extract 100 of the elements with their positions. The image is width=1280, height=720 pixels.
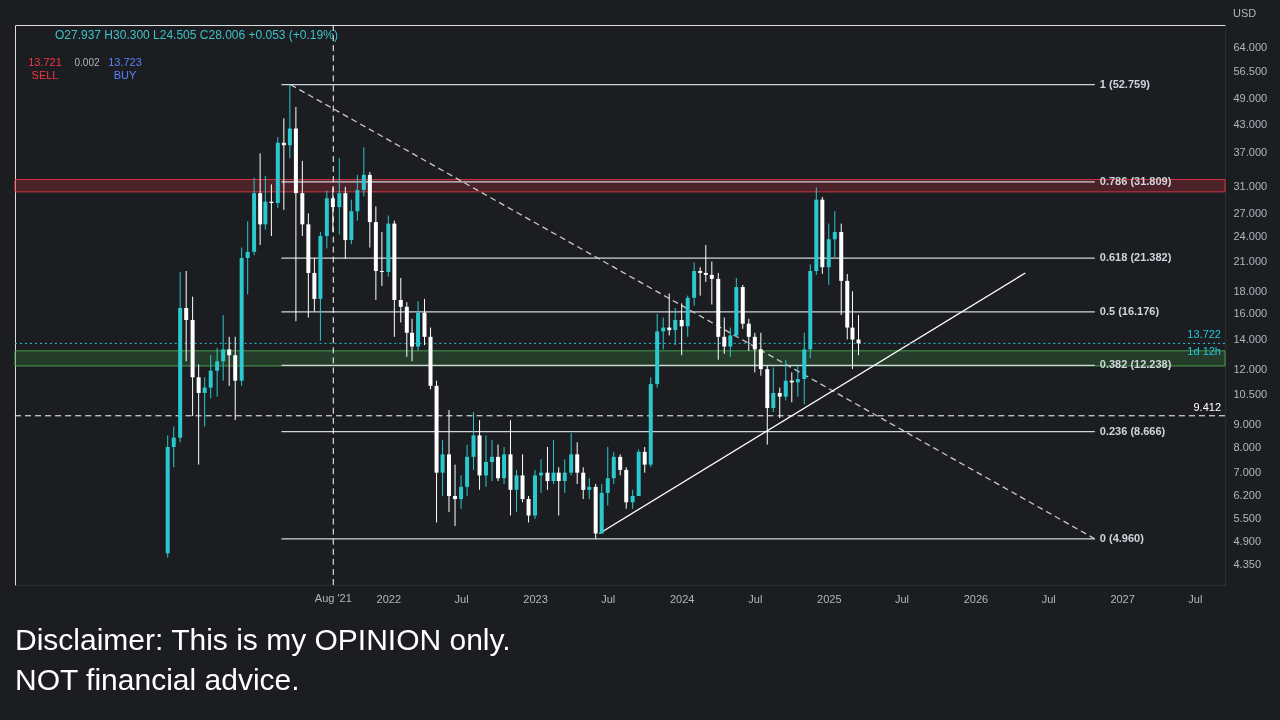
y-tick-label: 16.000	[1233, 307, 1268, 320]
candlestick	[611, 451, 616, 485]
candlestick	[208, 354, 213, 399]
candlestick	[379, 231, 384, 287]
x-tick-label: Jul	[454, 592, 469, 605]
candlestick	[227, 336, 232, 387]
candlestick	[569, 432, 574, 476]
candlestick	[184, 270, 189, 362]
y-tick-label: 24.000	[1233, 229, 1268, 242]
candlestick	[287, 84, 292, 159]
candlestick	[490, 439, 495, 482]
candlestick	[709, 261, 714, 306]
series-label: 1 (52.759)	[1099, 77, 1151, 90]
candlestick	[771, 367, 776, 413]
ref-line-label: 13.722	[1187, 328, 1221, 341]
candlestick	[630, 489, 635, 510]
candlestick	[355, 174, 360, 222]
candlestick	[581, 466, 586, 500]
x-tick-label: Jul	[748, 592, 763, 605]
y-tick-label: 49.000	[1233, 92, 1268, 105]
y-tick-label: 4.350	[1233, 557, 1262, 570]
candlestick	[728, 327, 733, 358]
y-tick-label: 37.000	[1233, 146, 1268, 159]
x-tick-label: Jul	[1041, 592, 1056, 605]
candlestick	[453, 464, 458, 527]
candlestick	[746, 318, 751, 352]
candlestick	[440, 439, 445, 497]
candlestick	[514, 469, 519, 513]
candlestick	[832, 210, 837, 258]
x-tick-label: 2027	[1110, 592, 1135, 605]
x-tick-label: 2024	[669, 592, 695, 605]
candlestick	[202, 376, 207, 428]
x-tick-label: 2022	[376, 592, 402, 605]
y-tick-label: 9.000	[1233, 417, 1262, 430]
y-tick-label: 18.000	[1233, 284, 1268, 297]
series-label: 0.618 (21.382)	[1099, 251, 1172, 264]
candlestick	[215, 347, 220, 398]
annotation: O27.937 H30.300 L24.505 C28.006 +0.053 (+0.19%)	[55, 28, 338, 42]
candlestick	[483, 434, 488, 488]
candlestick	[698, 266, 703, 297]
candlestick	[520, 453, 525, 503]
candlestick	[361, 146, 366, 197]
candlestick	[642, 446, 647, 474]
y-tick-label: 64.000	[1233, 41, 1268, 54]
x-tick-label: Jul	[1188, 592, 1203, 605]
y-tick-label: 8.000	[1233, 440, 1262, 453]
candlestick	[502, 446, 507, 485]
candlestick	[605, 446, 610, 506]
ref-line-label: 9.412	[1193, 400, 1221, 413]
candlestick	[526, 495, 531, 523]
series-label: 0.5 (16.176)	[1099, 304, 1160, 317]
y-tick-label: 21.000	[1233, 255, 1268, 268]
y-tick-label: 6.200	[1233, 489, 1262, 502]
candlestick	[556, 466, 561, 517]
y-axis-title: USD	[1233, 7, 1257, 19]
candlestick	[496, 444, 501, 482]
y-tick-label: 5.500	[1233, 512, 1262, 525]
candlestick	[587, 477, 592, 500]
candlestick	[618, 453, 623, 476]
candlestick	[850, 290, 855, 370]
candlestick	[722, 317, 727, 355]
candlestick	[545, 446, 550, 491]
y-tick-label: 56.500	[1233, 65, 1268, 78]
candlestick	[679, 302, 684, 356]
annotation: 13.721 SELL	[28, 56, 62, 81]
x-tick-label: Jul	[601, 592, 616, 605]
ref-line-label: Aug '21	[314, 592, 352, 604]
candlestick	[459, 474, 464, 510]
x-tick-label: 2023	[523, 592, 548, 605]
y-tick-label: 7.000	[1233, 466, 1262, 479]
y-tick-label: 31.000	[1233, 180, 1268, 193]
annotation: 1d 12h	[1187, 345, 1221, 358]
candlestick	[410, 318, 415, 362]
x-tick-label: Jul	[894, 592, 910, 605]
candlestick	[575, 441, 580, 485]
series-label: 0 (4.960)	[1099, 531, 1145, 544]
candlestick	[703, 244, 708, 283]
text: NOT financial advice.	[15, 663, 300, 696]
series-label: 0.382 (12.238)	[1099, 358, 1172, 371]
annotation: 13.723 BUY	[108, 56, 142, 81]
candlestick	[783, 359, 788, 401]
y-tick-label: 12.000	[1233, 362, 1268, 375]
candlestick	[758, 332, 763, 377]
y-tick-label: 27.000	[1233, 206, 1268, 219]
annotation: 0.002	[74, 57, 100, 68]
y-tick-label: 14.000	[1233, 333, 1268, 346]
x-tick-label: 2026	[963, 592, 989, 605]
y-tick-label: 10.500	[1233, 388, 1268, 401]
text: Disclaimer: This is my OPINION only.	[15, 623, 511, 656]
x-tick-label: 2025	[817, 592, 842, 605]
candlestick	[398, 277, 403, 323]
candlestick	[263, 175, 268, 231]
candlestick	[171, 426, 176, 468]
candlestick	[245, 220, 250, 295]
candlestick	[752, 332, 757, 373]
candlestick	[551, 439, 556, 485]
candlestick	[562, 458, 567, 494]
y-tick-label: 4.900	[1233, 534, 1262, 547]
candlestick	[337, 157, 342, 235]
series-label: 0.236 (8.666)	[1099, 424, 1166, 437]
